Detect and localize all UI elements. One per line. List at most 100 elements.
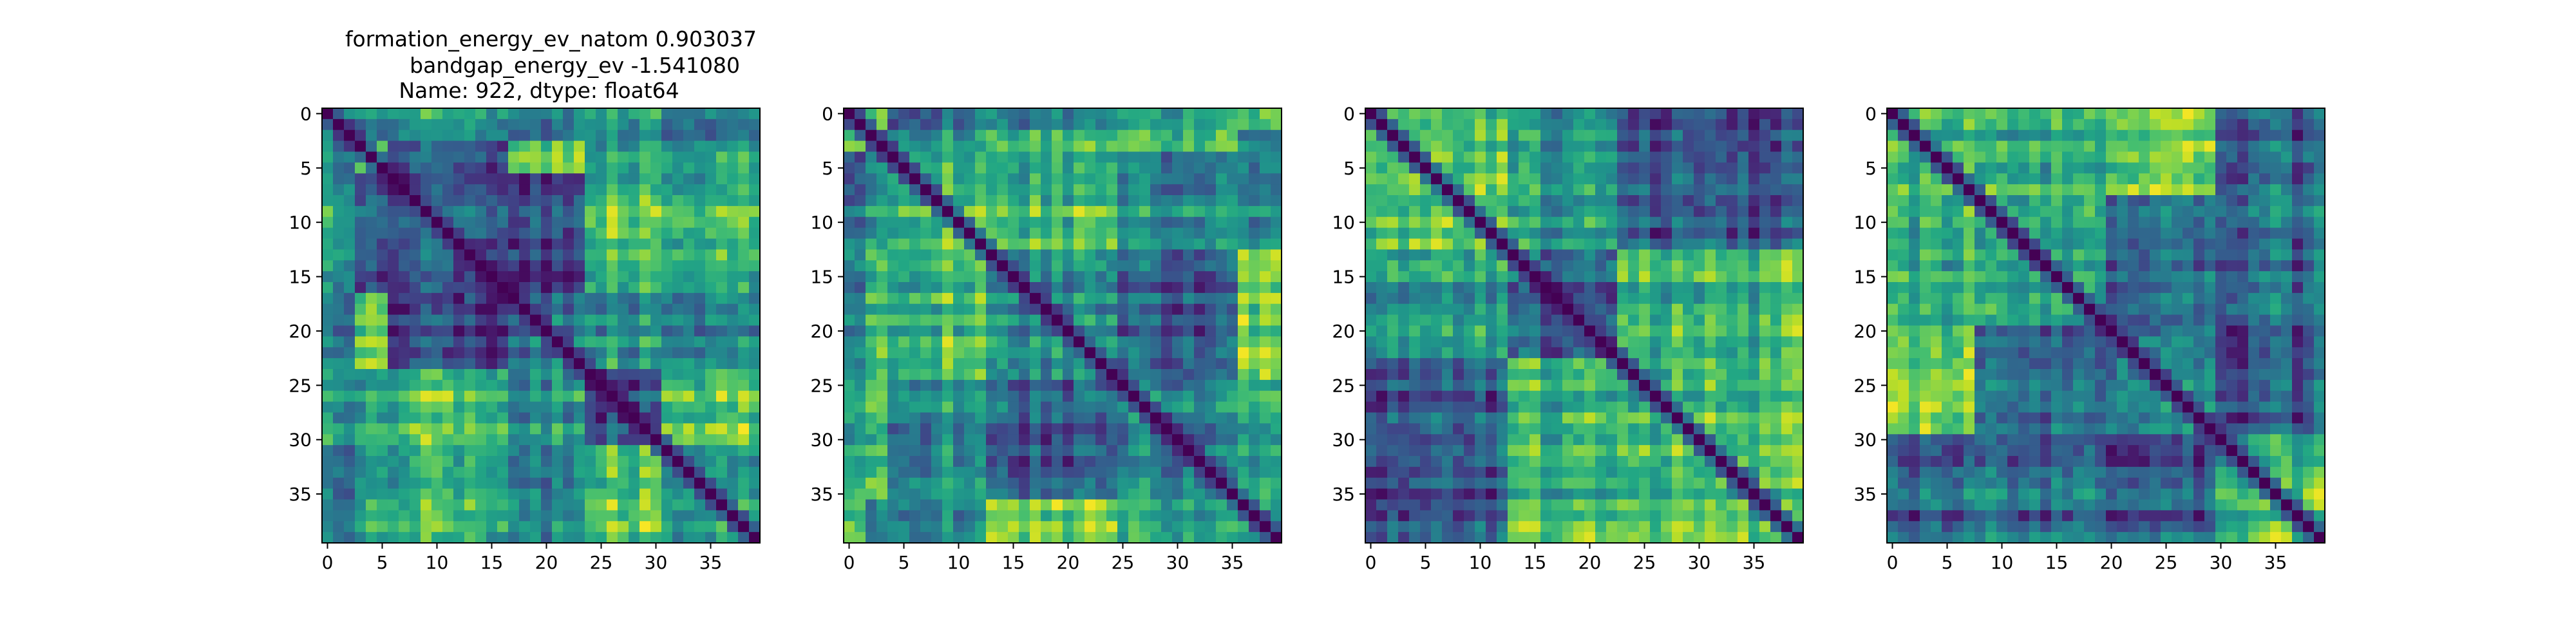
heatmap-cell [1770, 488, 1782, 500]
heatmap-cell [1271, 140, 1282, 153]
heatmap-cell [1781, 390, 1793, 402]
heatmap-cell [1205, 390, 1217, 402]
heatmap-cell [1738, 227, 1749, 240]
heatmap-cell [607, 238, 618, 250]
heatmap-cell [1519, 347, 1530, 359]
heatmap-cell [1562, 336, 1574, 348]
heatmap-cell [866, 336, 877, 348]
heatmap-cell [410, 390, 421, 402]
heatmap-cell [1084, 532, 1096, 544]
heatmap-cell [920, 456, 932, 468]
heatmap-cell [1453, 303, 1464, 316]
heatmap-cell [1705, 205, 1716, 218]
heatmap-cell [377, 249, 388, 261]
heatmap-cell [1227, 118, 1238, 131]
heatmap-cell [1519, 140, 1530, 153]
heatmap-cell [650, 466, 662, 478]
heatmap-cell [1117, 227, 1129, 240]
heatmap-cell [672, 521, 684, 533]
heatmap-cell [453, 162, 465, 174]
heatmap-cell [1551, 510, 1563, 522]
heatmap-cell [1431, 390, 1443, 402]
heatmap-cell [931, 303, 943, 316]
heatmap-cell [2259, 118, 2271, 131]
heatmap-cell [486, 205, 498, 218]
heatmap-cell [618, 434, 629, 446]
heatmap-cell [2172, 108, 2183, 120]
heatmap-cell [727, 466, 739, 478]
heatmap-cell [1540, 532, 1552, 544]
heatmap-cell [541, 369, 553, 381]
heatmap-cell [585, 499, 596, 511]
heatmap-cell [442, 227, 454, 240]
heatmap-cell [388, 249, 399, 261]
heatmap-cell [1705, 347, 1716, 359]
heatmap-cell [1041, 347, 1052, 359]
heatmap-cell [705, 314, 717, 327]
heatmap-cell [931, 477, 943, 489]
heatmap-cell [694, 401, 706, 413]
heatmap-cell [1759, 118, 1771, 131]
heatmap-cell [1128, 466, 1140, 478]
heatmap-cell [1084, 336, 1096, 348]
heatmap-cell [629, 238, 640, 250]
heatmap-cell [1694, 358, 1705, 370]
heatmap-cell [1540, 238, 1552, 250]
heatmap-cell [388, 195, 399, 207]
heatmap-cell [1628, 118, 1640, 131]
heatmap-cell [355, 325, 366, 337]
heatmap-cell [1172, 271, 1184, 283]
heatmap-cell [2314, 118, 2325, 131]
heatmap-cell [683, 162, 695, 174]
heatmap-cell [1562, 390, 1574, 402]
heatmap-cell [1150, 401, 1162, 413]
heatmap-cell [629, 205, 640, 218]
heatmap-cell [855, 173, 866, 185]
heatmap-cell [639, 303, 651, 316]
heatmap-cell [1008, 456, 1019, 468]
heatmap-cell [1030, 292, 1041, 305]
heatmap-cell [1030, 369, 1041, 381]
heatmap-cell [1420, 314, 1432, 327]
heatmap-cell [1617, 401, 1629, 413]
heatmap-cell [1194, 205, 1206, 218]
heatmap-cell [333, 358, 345, 370]
heatmap-cell [1084, 401, 1096, 413]
heatmap-cell [541, 532, 553, 544]
heatmap-cell [694, 347, 706, 359]
heatmap-cell [377, 140, 388, 153]
heatmap-cell [1216, 466, 1227, 478]
heatmap-cell [1194, 303, 1206, 316]
heatmap-cell [716, 249, 728, 261]
heatmap-cell [1694, 108, 1705, 120]
heatmap-cell [855, 238, 866, 250]
heatmap-cell [844, 205, 855, 218]
heatmap-cell [866, 456, 877, 468]
heatmap-cell [2150, 108, 2161, 120]
heatmap-cell [322, 292, 334, 305]
heatmap-cell [876, 358, 888, 370]
heatmap-cell [1661, 260, 1672, 272]
heatmap-cell [1030, 336, 1041, 348]
heatmap-cell [1584, 118, 1596, 131]
heatmap-cell [1475, 510, 1486, 522]
heatmap-cell [639, 108, 651, 120]
heatmap-cell [1249, 260, 1260, 272]
heatmap-cell [953, 140, 965, 153]
heatmap-cell [1486, 358, 1497, 370]
heatmap-cell [942, 401, 954, 413]
heatmap-cell [508, 423, 520, 435]
heatmap-cell [1409, 521, 1421, 533]
heatmap-cell [1205, 151, 1217, 163]
title-line-3: Name: 922, dtype: float64 [399, 78, 679, 103]
heatmap-cell [1161, 456, 1173, 468]
heatmap-cell [1205, 434, 1217, 446]
heatmap-cell [410, 129, 421, 142]
heatmap-cell [399, 369, 410, 381]
heatmap-cell [1672, 466, 1683, 478]
heatmap-cell [975, 108, 987, 120]
heatmap-cell [1074, 456, 1085, 468]
heatmap-cell [1573, 205, 1585, 218]
heatmap-cell [683, 401, 695, 413]
heatmap-cell [1008, 477, 1019, 489]
